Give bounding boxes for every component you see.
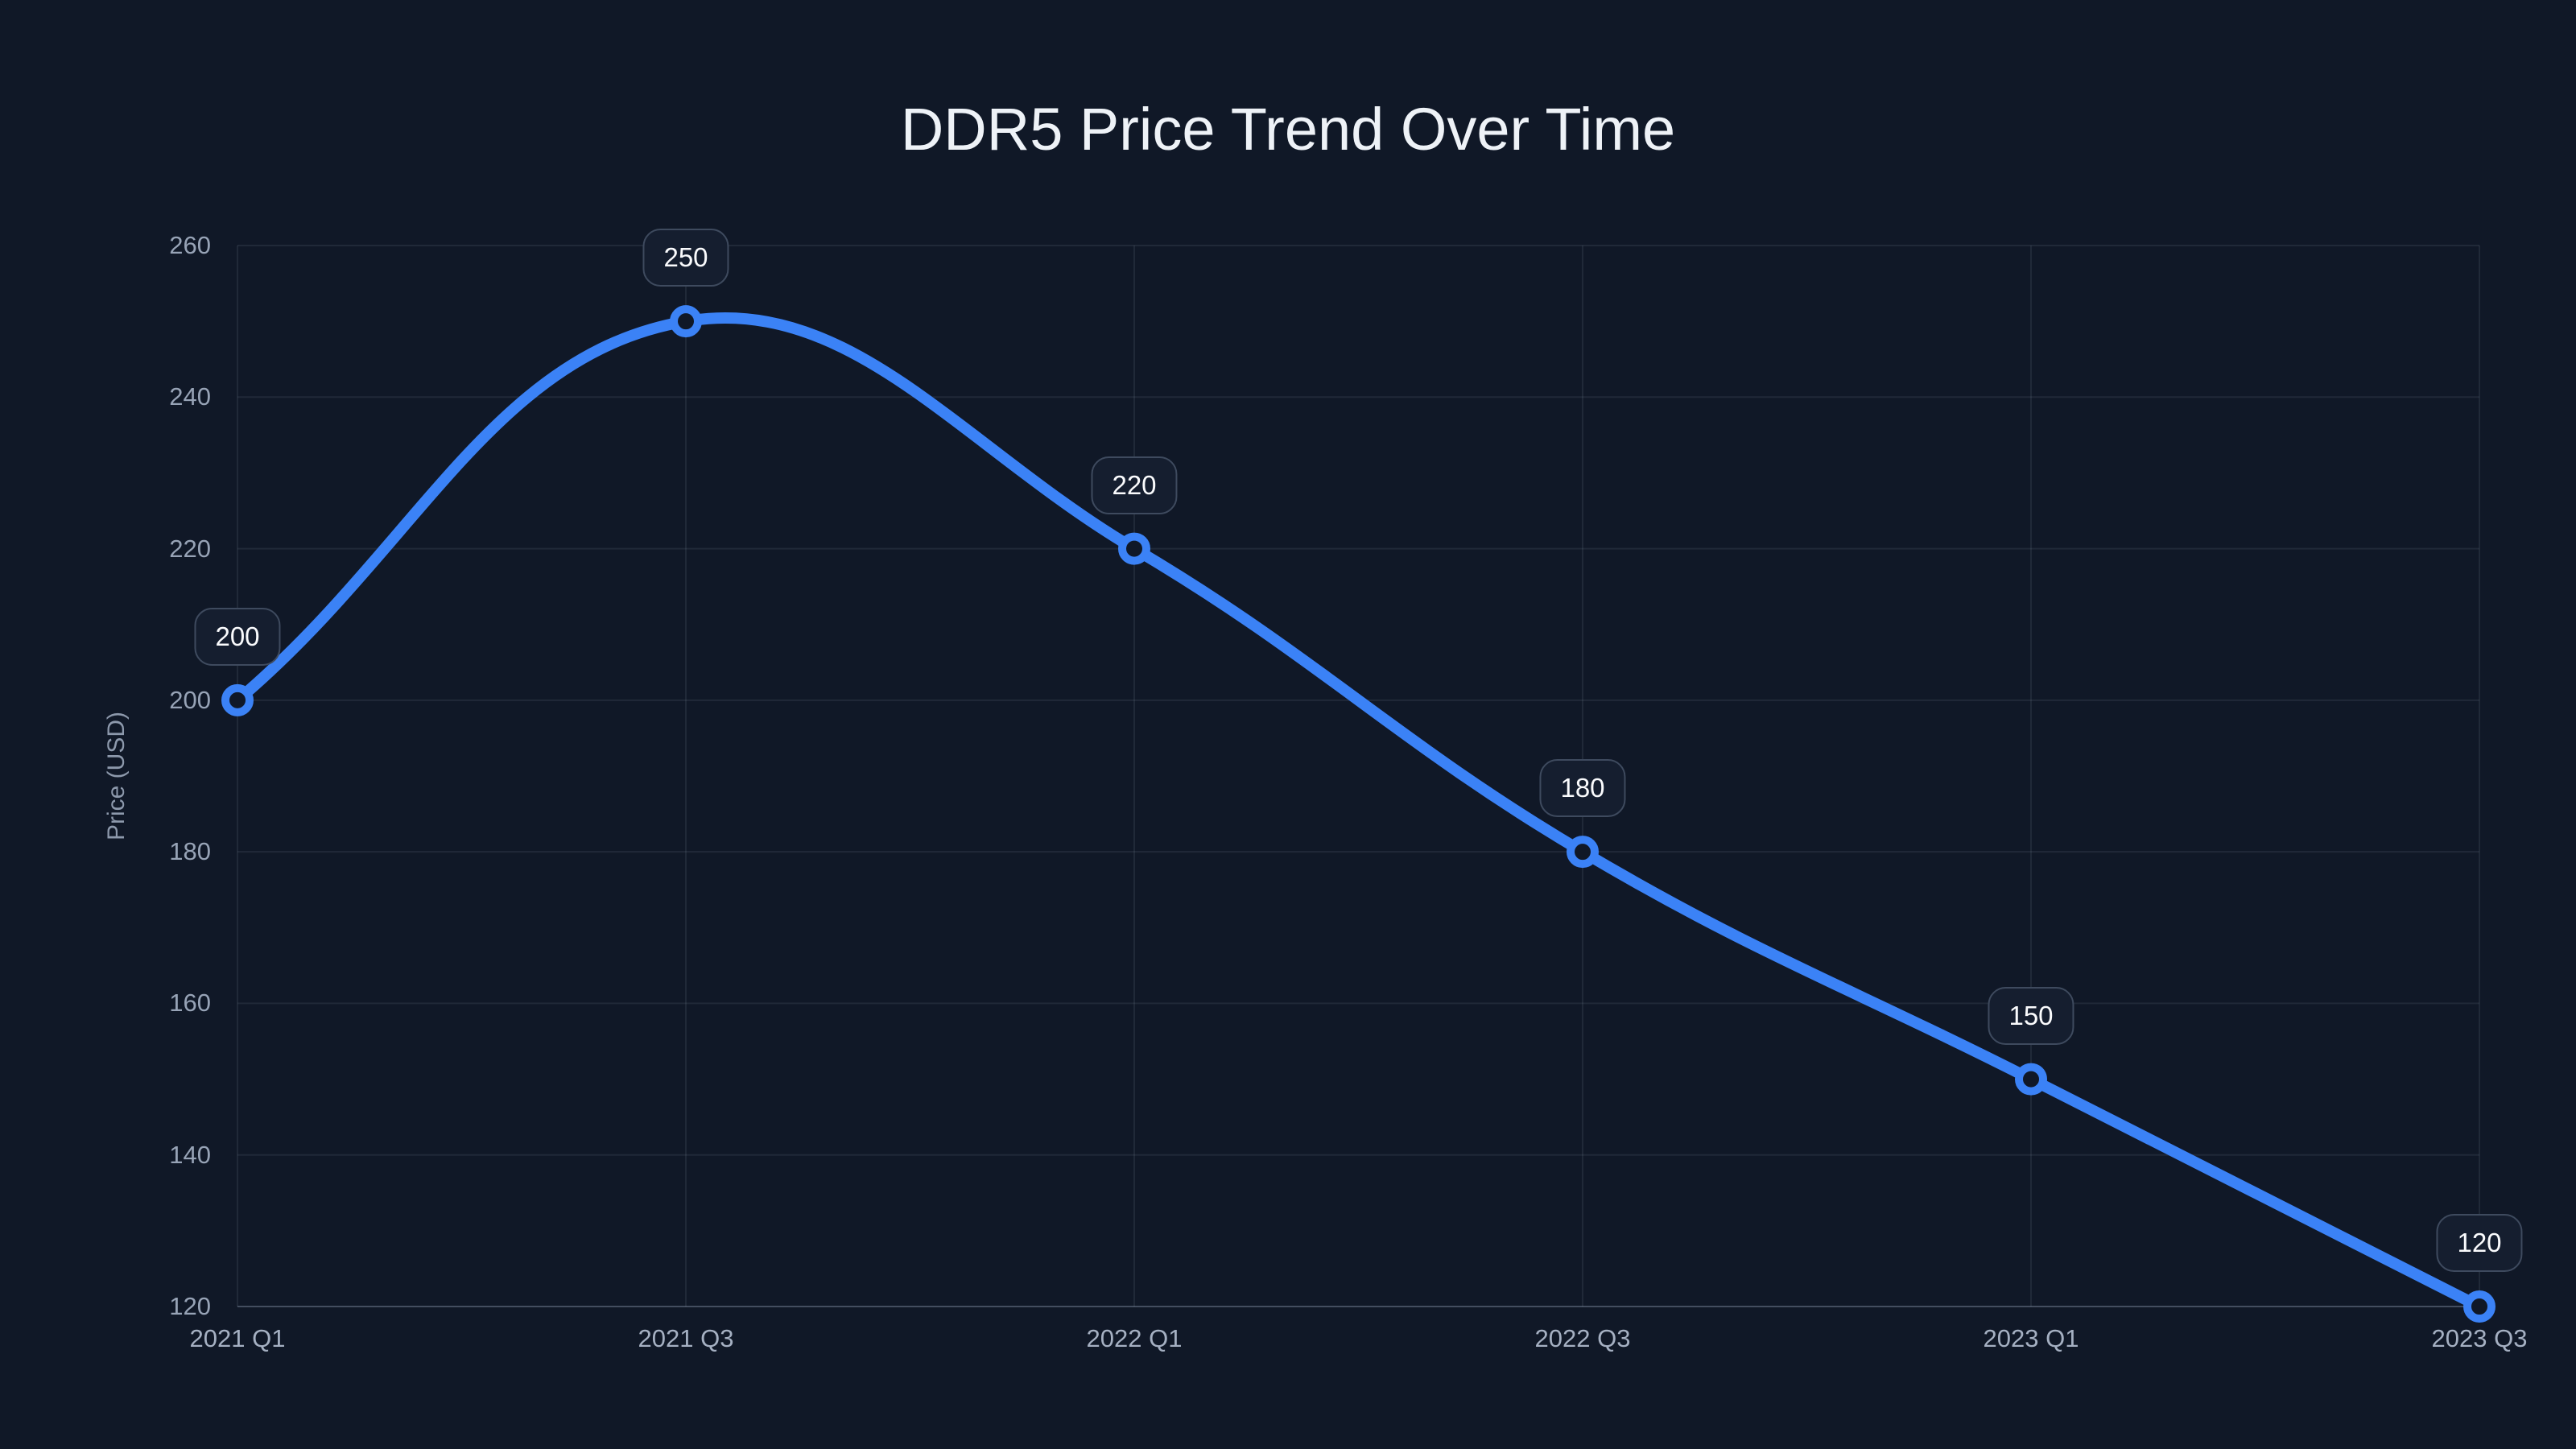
data-label-badge: 120 <box>2436 1214 2523 1272</box>
data-label-badge: 150 <box>1988 986 2074 1045</box>
x-tick-label: 2022 Q1 <box>1086 1324 1183 1352</box>
x-tick-label: 2021 Q3 <box>638 1324 734 1352</box>
vertical-gridlines <box>237 246 2480 1307</box>
data-label-badge: 220 <box>1091 456 1178 514</box>
data-point-marker[interactable] <box>2463 1290 2496 1323</box>
data-label-badge: 180 <box>1539 759 1626 818</box>
data-point-markers <box>221 305 2496 1323</box>
price-line <box>232 312 2485 1312</box>
y-tick-label: 240 <box>169 382 211 411</box>
y-tick-label: 140 <box>169 1140 211 1169</box>
data-point-marker[interactable] <box>670 305 702 338</box>
chart-title: DDR5 Price Trend Over Time <box>900 96 1676 163</box>
data-point-marker[interactable] <box>2015 1063 2047 1096</box>
x-tick-label: 2023 Q3 <box>2431 1324 2528 1352</box>
y-tick-label: 120 <box>169 1292 211 1320</box>
x-tick-label: 2021 Q1 <box>189 1324 286 1352</box>
horizontal-gridlines <box>237 245 2479 1307</box>
y-tick-label: 180 <box>169 837 211 866</box>
x-tick-label: 2023 Q1 <box>1983 1324 2079 1352</box>
data-label-badge: 250 <box>642 229 729 287</box>
price-line-series <box>232 312 2485 1312</box>
data-point-marker[interactable] <box>1567 836 1599 869</box>
y-tick-label: 200 <box>169 685 211 714</box>
y-tick-label: 160 <box>169 989 211 1018</box>
y-tick-label: 260 <box>169 231 211 259</box>
data-point-marker[interactable] <box>221 683 254 716</box>
y-tick-label: 220 <box>169 534 211 563</box>
data-point-marker[interactable] <box>1118 532 1150 565</box>
data-label-badge: 200 <box>194 607 281 666</box>
x-tick-label: 2022 Q3 <box>1534 1324 1631 1352</box>
